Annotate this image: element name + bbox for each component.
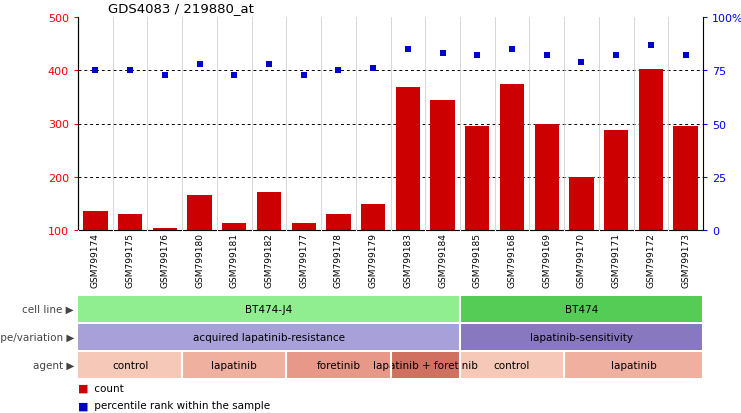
- Bar: [604, 131, 628, 230]
- Bar: [286, 352, 391, 379]
- Text: GSM799185: GSM799185: [473, 233, 482, 287]
- Text: genotype/variation ▶: genotype/variation ▶: [0, 332, 74, 342]
- Bar: [460, 296, 703, 323]
- Text: ■: ■: [78, 383, 88, 393]
- Point: [193, 62, 205, 68]
- Bar: [326, 214, 350, 230]
- Point: [611, 53, 622, 59]
- Point: [576, 59, 588, 66]
- Text: lapatinib + foretinib: lapatinib + foretinib: [373, 360, 478, 370]
- Text: lapatinib: lapatinib: [611, 360, 657, 370]
- Bar: [83, 212, 107, 230]
- Text: BT474-J4: BT474-J4: [245, 304, 293, 314]
- Point: [333, 68, 345, 74]
- Text: acquired lapatinib-resistance: acquired lapatinib-resistance: [193, 332, 345, 342]
- Point: [645, 42, 657, 49]
- Point: [471, 53, 483, 59]
- Text: GSM799169: GSM799169: [542, 233, 551, 287]
- Point: [124, 68, 136, 74]
- Text: GSM799168: GSM799168: [508, 233, 516, 287]
- Text: cell line ▶: cell line ▶: [22, 304, 74, 314]
- Bar: [187, 196, 212, 230]
- Point: [402, 47, 413, 53]
- Text: GSM799175: GSM799175: [125, 233, 135, 287]
- Text: agent ▶: agent ▶: [33, 360, 74, 370]
- Point: [263, 62, 275, 68]
- Text: count: count: [91, 383, 124, 393]
- Text: GSM799184: GSM799184: [438, 233, 447, 287]
- Text: GSM799171: GSM799171: [611, 233, 621, 287]
- Bar: [674, 126, 698, 230]
- Bar: [534, 124, 559, 230]
- Text: GSM799174: GSM799174: [91, 233, 100, 287]
- Text: control: control: [494, 360, 531, 370]
- Bar: [118, 214, 142, 230]
- Text: GSM799176: GSM799176: [160, 233, 169, 287]
- Point: [541, 53, 553, 59]
- Bar: [396, 88, 420, 230]
- Bar: [460, 324, 703, 351]
- Bar: [182, 352, 286, 379]
- Text: GSM799177: GSM799177: [299, 233, 308, 287]
- Point: [228, 72, 240, 78]
- Text: GSM799180: GSM799180: [195, 233, 204, 287]
- Text: lapatinib-sensitivity: lapatinib-sensitivity: [530, 332, 633, 342]
- Bar: [361, 205, 385, 230]
- Text: GSM799178: GSM799178: [334, 233, 343, 287]
- Point: [90, 68, 102, 74]
- Bar: [564, 352, 703, 379]
- Bar: [257, 192, 281, 230]
- Bar: [291, 223, 316, 230]
- Bar: [222, 223, 247, 230]
- Point: [159, 72, 170, 78]
- Bar: [153, 229, 177, 230]
- Text: GSM799173: GSM799173: [681, 233, 690, 287]
- Point: [298, 72, 310, 78]
- Text: GSM799170: GSM799170: [577, 233, 586, 287]
- Point: [436, 51, 448, 57]
- Text: foretinib: foretinib: [316, 360, 360, 370]
- Bar: [465, 126, 490, 230]
- Bar: [460, 352, 564, 379]
- Bar: [391, 352, 460, 379]
- Text: GSM799181: GSM799181: [230, 233, 239, 287]
- Text: GSM799172: GSM799172: [646, 233, 656, 287]
- Text: GSM799179: GSM799179: [368, 233, 378, 287]
- Bar: [500, 85, 524, 230]
- Bar: [78, 324, 460, 351]
- Point: [506, 47, 518, 53]
- Text: percentile rank within the sample: percentile rank within the sample: [91, 401, 270, 411]
- Point: [368, 66, 379, 72]
- Bar: [639, 69, 663, 230]
- Text: GSM799182: GSM799182: [265, 233, 273, 287]
- Point: [679, 53, 691, 59]
- Bar: [78, 352, 182, 379]
- Text: BT474: BT474: [565, 304, 598, 314]
- Bar: [569, 177, 594, 230]
- Text: GSM799183: GSM799183: [403, 233, 412, 287]
- Text: GDS4083 / 219880_at: GDS4083 / 219880_at: [108, 2, 254, 15]
- Text: ■: ■: [78, 401, 88, 411]
- Text: control: control: [112, 360, 148, 370]
- Text: lapatinib: lapatinib: [211, 360, 257, 370]
- Bar: [431, 100, 455, 230]
- Bar: [78, 296, 460, 323]
